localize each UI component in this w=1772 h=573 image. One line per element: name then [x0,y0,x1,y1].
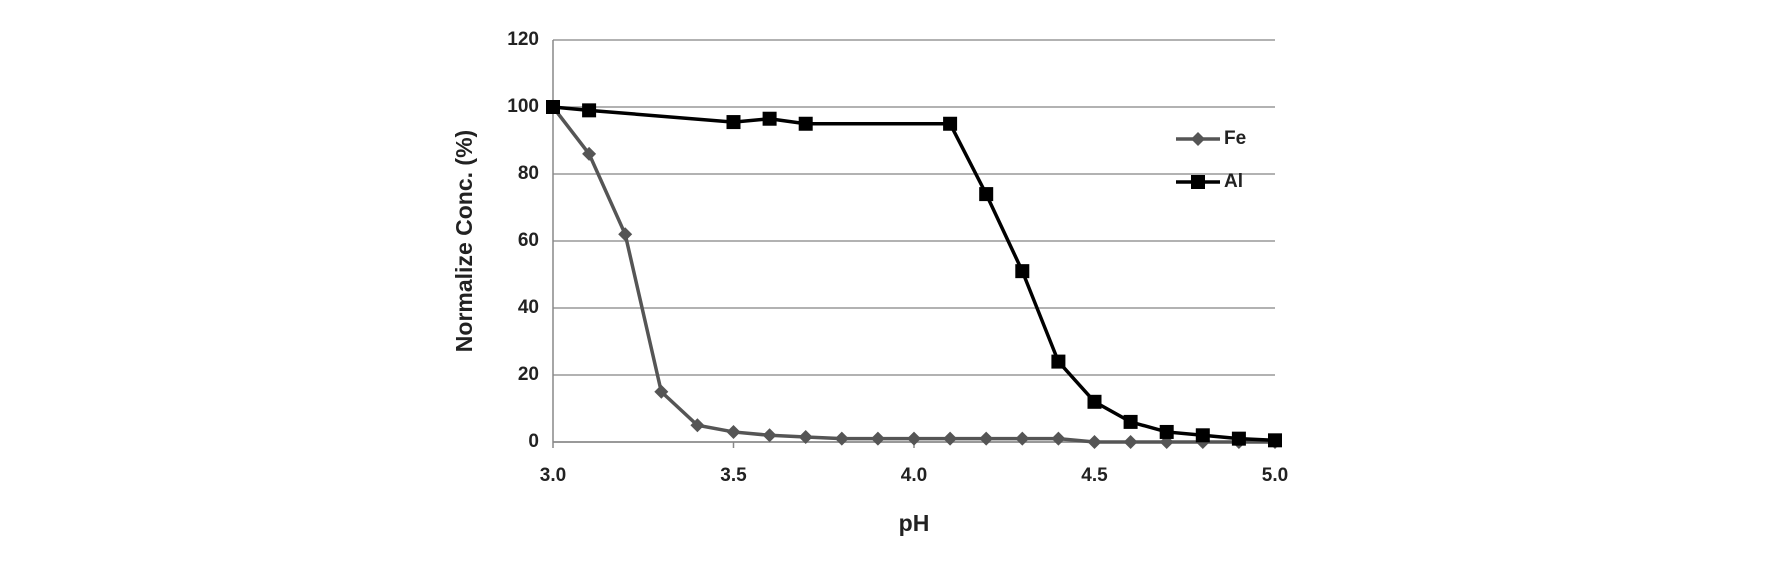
y-tick-label: 60 [518,230,539,251]
data-point [1123,414,1138,429]
data-point [762,428,777,443]
data-point [1268,433,1282,448]
data-point [582,146,597,161]
data-point [1015,264,1030,279]
data-point [979,431,994,446]
data-point [907,431,921,446]
legend-label: Al [1224,171,1243,192]
legend-label: Fe [1224,128,1246,149]
y-tick-label: 20 [518,364,539,385]
data-point [690,418,705,433]
data-point [798,429,813,444]
y-tick-label: 100 [507,96,539,117]
data-point [726,115,741,130]
data-point [1015,431,1030,446]
legend-marker [1191,132,1205,146]
y-tick-label: 80 [518,163,539,184]
data-point [546,100,560,114]
data-point [1087,394,1102,409]
data-point [1051,431,1066,446]
data-point [943,431,958,446]
data-point [726,424,741,439]
data-point [1231,431,1246,446]
data-point [582,103,597,118]
y-tick-label: 40 [518,297,539,318]
data-point [1051,354,1066,369]
data-point [870,431,885,446]
x-tick-label: 3.5 [720,465,747,486]
data-point [1087,435,1102,449]
legend-marker [1191,175,1205,189]
data-point [654,384,669,399]
data-point [762,111,777,126]
x-tick-label: 4.0 [901,465,927,486]
data-point [798,116,813,131]
data-point [834,431,849,446]
y-tick-label: 120 [507,29,539,50]
data-point [979,187,994,202]
data-point [1195,428,1210,443]
x-tick-label: 5.0 [1262,465,1288,486]
data-point [943,116,958,131]
x-tick-label: 3.0 [540,465,566,486]
x-tick-label: 4.5 [1081,465,1108,486]
data-point [618,227,633,242]
data-point [1123,435,1138,449]
y-axis-title: Normalize Conc. (%) [451,130,477,352]
y-tick-label: 0 [528,431,539,452]
x-axis-title: pH [899,510,930,536]
data-point [1159,424,1174,439]
